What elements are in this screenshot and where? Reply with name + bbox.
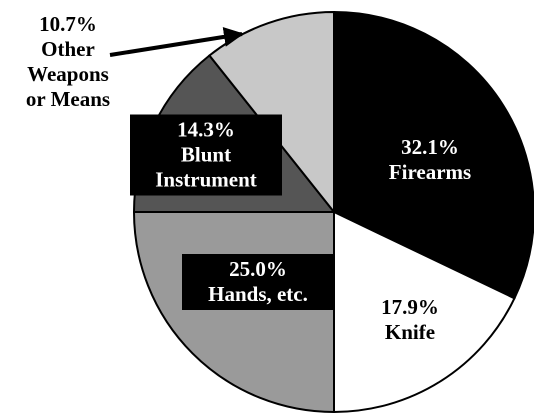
slice (132, 211, 335, 414)
slice-label: 10.7% Other Weapons or Means (13, 12, 123, 112)
pie (132, 10, 534, 414)
category-label: Blunt Instrument (155, 142, 257, 192)
category-label: Other Weapons or Means (25, 37, 111, 111)
slice-label: 32.1% Firearms (370, 135, 490, 185)
category-label: Knife (384, 320, 436, 344)
slice (333, 10, 534, 300)
category-label: Firearms (388, 160, 472, 184)
value-label: 10.7% (39, 12, 97, 36)
value-label: 14.3% (177, 117, 235, 142)
slice (333, 210, 516, 414)
category-label: Hands, etc. (208, 282, 308, 306)
slice-label: 14.3% Blunt Instrument (130, 114, 282, 196)
slice (208, 10, 335, 215)
slice-label: 17.9% Knife (350, 295, 470, 345)
value-label: 32.1% (401, 135, 459, 159)
value-label: 25.0% (229, 257, 287, 281)
slice-label: 25.0% Hands, etc. (182, 254, 334, 310)
value-label: 17.9% (381, 295, 439, 319)
arrow (109, 26, 244, 57)
